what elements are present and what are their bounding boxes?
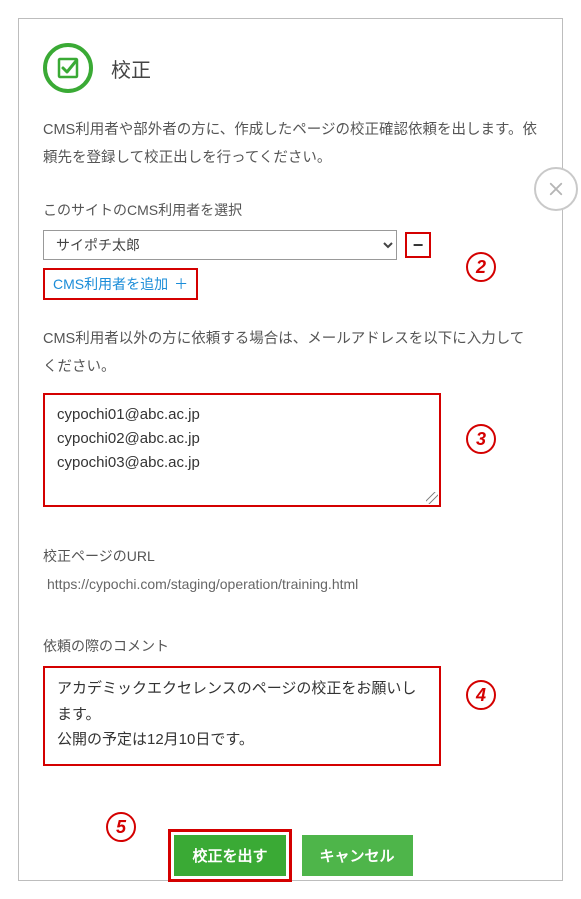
add-user-row[interactable]: CMS利用者を追加 ＋: [43, 268, 198, 300]
annotation-4: 4: [466, 680, 496, 710]
url-label: 校正ページのURL: [43, 546, 538, 566]
cms-user-select[interactable]: サイポチ太郎: [43, 230, 397, 260]
annotation-3: 3: [466, 424, 496, 454]
comment-label: 依頼の際のコメント: [43, 636, 538, 656]
plus-icon: ＋: [174, 274, 188, 294]
proofreading-url: https://cypochi.com/staging/operation/tr…: [43, 576, 538, 592]
comment-section: 依頼の際のコメント: [43, 636, 538, 771]
dialog-title: 校正: [111, 54, 151, 83]
remove-user-button[interactable]: −: [405, 232, 431, 258]
intro-text: CMS利用者や部外者の方に、作成したページの校正確認依頼を出します。依頼先を登録…: [43, 117, 538, 172]
request-comment-textarea[interactable]: [43, 666, 441, 766]
user-select-row: サイポチ太郎 −: [43, 230, 538, 260]
dialog-header: 校正: [43, 43, 538, 93]
cancel-button[interactable]: キャンセル: [302, 835, 413, 876]
close-icon: [547, 180, 565, 198]
close-button[interactable]: [534, 167, 578, 211]
email-description: CMS利用者以外の方に依頼する場合は、メールアドレスを以下に入力してください。: [43, 326, 538, 381]
checkbox-circle-icon: [43, 43, 93, 93]
url-section: 校正ページのURL https://cypochi.com/staging/op…: [43, 546, 538, 592]
add-cms-user-link: CMS利用者を追加: [53, 274, 168, 294]
submit-highlight-box: 校正を出す: [168, 829, 291, 882]
minus-icon: −: [413, 236, 424, 254]
annotation-5: 5: [106, 812, 136, 842]
external-email-textarea[interactable]: [43, 393, 441, 507]
annotation-2: 2: [466, 252, 496, 282]
submit-proofreading-button[interactable]: 校正を出す: [174, 835, 285, 876]
user-select-label: このサイトのCMS利用者を選択: [43, 200, 538, 220]
